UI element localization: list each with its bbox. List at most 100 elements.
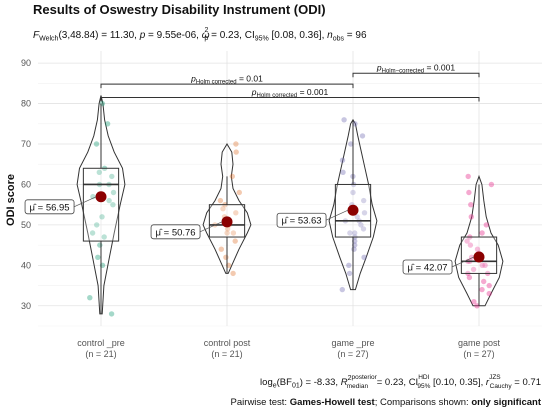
- data-point: [101, 234, 107, 240]
- mean-label-box: [24, 199, 75, 215]
- subtitle-n-rest: = 96: [344, 30, 367, 41]
- chart-subtitle: FWelch(3,48.84) = 11.30, p = 9.55e-06, ω…: [33, 27, 367, 43]
- data-point: [352, 230, 358, 236]
- data-point: [233, 210, 239, 216]
- data-point: [217, 197, 224, 204]
- mean-label-leader: [451, 256, 475, 268]
- bracket-label: pHolm corrected = 0.01: [190, 74, 263, 86]
- data-point: [93, 141, 100, 147]
- data-point: [341, 117, 347, 123]
- subtitle-n: n: [327, 30, 333, 41]
- data-point: [108, 311, 115, 317]
- data-point: [470, 266, 477, 273]
- data-point: [233, 149, 239, 155]
- subtitle-f: F: [33, 30, 40, 41]
- subtitle-f-rest: (3,48.84) = 11.30,: [58, 30, 139, 41]
- cap-posterior: posterior: [351, 374, 377, 381]
- data-point: [358, 222, 364, 228]
- data-point: [361, 197, 367, 204]
- cap2-d: only significant: [471, 397, 542, 408]
- data-point: [361, 210, 368, 216]
- data-point: [466, 274, 473, 281]
- y-axis-title: ODI score: [5, 174, 17, 226]
- x-tick-count: (n = 27): [463, 349, 494, 359]
- data-point: [474, 246, 481, 252]
- y-tick-label: 90: [21, 58, 31, 68]
- data-point: [109, 173, 115, 180]
- cap-cauchy: Cauchy: [490, 383, 513, 390]
- comparison-bracket: pHolm corrected = 0.001: [100, 87, 480, 102]
- data-point: [483, 222, 489, 228]
- data-point: [482, 262, 488, 268]
- data-point: [97, 242, 103, 248]
- data-point: [87, 295, 93, 301]
- bracket-line: [100, 83, 354, 89]
- data-point: [348, 141, 354, 147]
- data-point: [223, 254, 229, 260]
- cap-log-sub: e: [273, 383, 277, 390]
- bracket-sub: Holm−corrected: [382, 69, 425, 75]
- data-point: [339, 157, 346, 163]
- bracket-p: p: [190, 74, 196, 84]
- mean-point: [221, 216, 233, 228]
- mean-label-leader: [73, 196, 97, 208]
- pairwise-caption: Pairwise test: Games-Howell test; Compar…: [231, 397, 542, 408]
- bracket-sub: Holm corrected: [196, 80, 237, 86]
- data-point: [236, 189, 242, 196]
- data-point: [468, 202, 474, 208]
- cap-hdi-sub: 95%: [417, 383, 430, 390]
- violin-groups: μ̂ = 56.95 μ̂ = 50.76 μ̂ = 53.63 μ̂ = 42.07: [24, 95, 504, 317]
- subtitle-p-rest: = 9.55e-06,: [145, 30, 201, 41]
- subtitle-ci-sub: 95%: [255, 36, 269, 43]
- data-point: [352, 121, 358, 127]
- cap2-a: Pairwise test:: [231, 397, 290, 408]
- data-point: [481, 278, 487, 285]
- bracket-value: = 0.001: [297, 87, 328, 97]
- x-tick-label: control post: [204, 338, 251, 348]
- mean-point: [473, 251, 485, 263]
- data-point: [224, 226, 231, 232]
- x-tick-label: game post: [458, 338, 501, 348]
- x-tick-count: (n = 21): [85, 349, 116, 359]
- bracket-p: p: [376, 63, 382, 73]
- data-point: [229, 173, 235, 180]
- data-point: [486, 282, 492, 289]
- data-point: [360, 226, 367, 232]
- cap-r: r: [486, 377, 490, 388]
- mean-label-leader: [325, 209, 349, 221]
- cap-r2: R: [341, 377, 348, 388]
- data-point: [479, 262, 485, 268]
- data-point: [220, 206, 226, 212]
- cap-r2-sup: 2: [348, 375, 352, 382]
- subtitle-f-sub: Welch: [39, 36, 58, 43]
- data-point: [488, 181, 495, 188]
- subtitle-omega-sub: p: [204, 35, 208, 42]
- cap-bf: (BF: [277, 377, 293, 388]
- x-tick-count: (n = 21): [211, 349, 242, 359]
- data-point: [110, 189, 117, 196]
- data-point: [232, 238, 238, 244]
- y-tick-label: 50: [21, 220, 31, 230]
- violin-group: μ̂ = 50.76: [150, 141, 252, 277]
- box-iqr: [82, 167, 120, 242]
- data-point: [350, 189, 356, 196]
- y-tick-label: 80: [21, 99, 31, 109]
- data-point: [346, 270, 353, 277]
- x-tick-count: (n = 27): [337, 349, 368, 359]
- y-tick-label: 40: [21, 260, 31, 270]
- violin-outline: [328, 118, 378, 291]
- data-point: [224, 230, 230, 236]
- bracket-label: pHolm−corrected = 0.001: [376, 63, 455, 75]
- subtitle-ci-rest: [0.08, 0.36],: [269, 30, 327, 41]
- box-iqr: [208, 204, 246, 238]
- subtitle-p: p: [139, 30, 146, 41]
- bracket-value: = 0.01: [237, 74, 264, 84]
- data-point: [346, 262, 352, 268]
- bracket-line: [352, 72, 480, 78]
- data-point: [99, 214, 105, 220]
- data-point: [474, 303, 480, 309]
- y-tick-label: 30: [21, 301, 31, 311]
- bracket-sub: Holm corrected: [257, 93, 298, 99]
